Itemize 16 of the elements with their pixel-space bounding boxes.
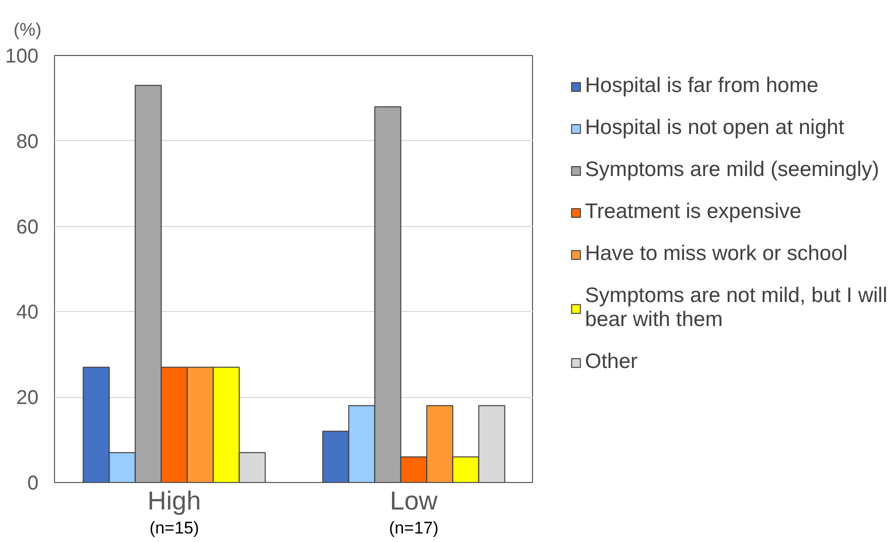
y-axis-title: (%)	[14, 20, 42, 40]
legend-label: Symptoms are not mild, but I will bear with them	[585, 284, 888, 332]
y-tick-label: 80	[16, 130, 39, 153]
y-tick-label: 0	[27, 472, 38, 494]
y-tick-label: 40	[16, 302, 39, 324]
legend-label: Have to miss work or school	[585, 242, 848, 266]
category-label: Low (n=17)	[388, 486, 439, 538]
legend-label: Symptoms are mild (seemingly)	[585, 158, 880, 182]
category-label: High (n=15)	[148, 486, 201, 538]
legend-label: Hospital is not open at night	[585, 116, 844, 140]
y-tick-label: 100	[5, 46, 39, 68]
legend-label: Hospital is far from home	[585, 74, 818, 98]
y-tick-label: 20	[16, 387, 39, 410]
y-tick-label: 60	[16, 216, 39, 238]
legend-label: Other	[585, 350, 638, 374]
legend-label: Treatment is expensive	[585, 200, 802, 224]
